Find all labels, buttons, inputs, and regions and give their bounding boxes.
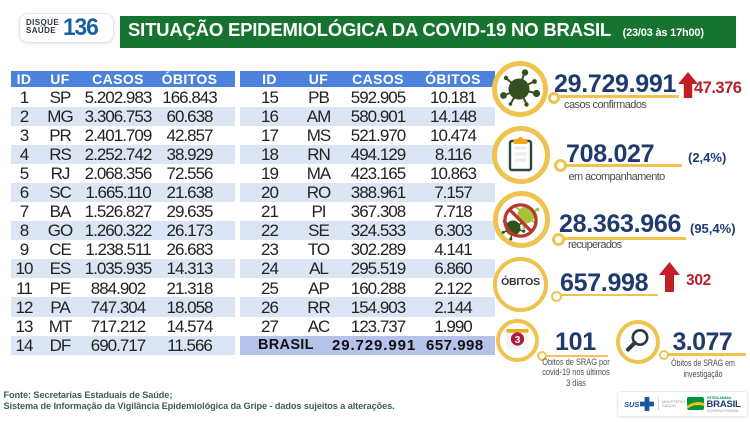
svg-text:3: 3	[515, 335, 521, 346]
